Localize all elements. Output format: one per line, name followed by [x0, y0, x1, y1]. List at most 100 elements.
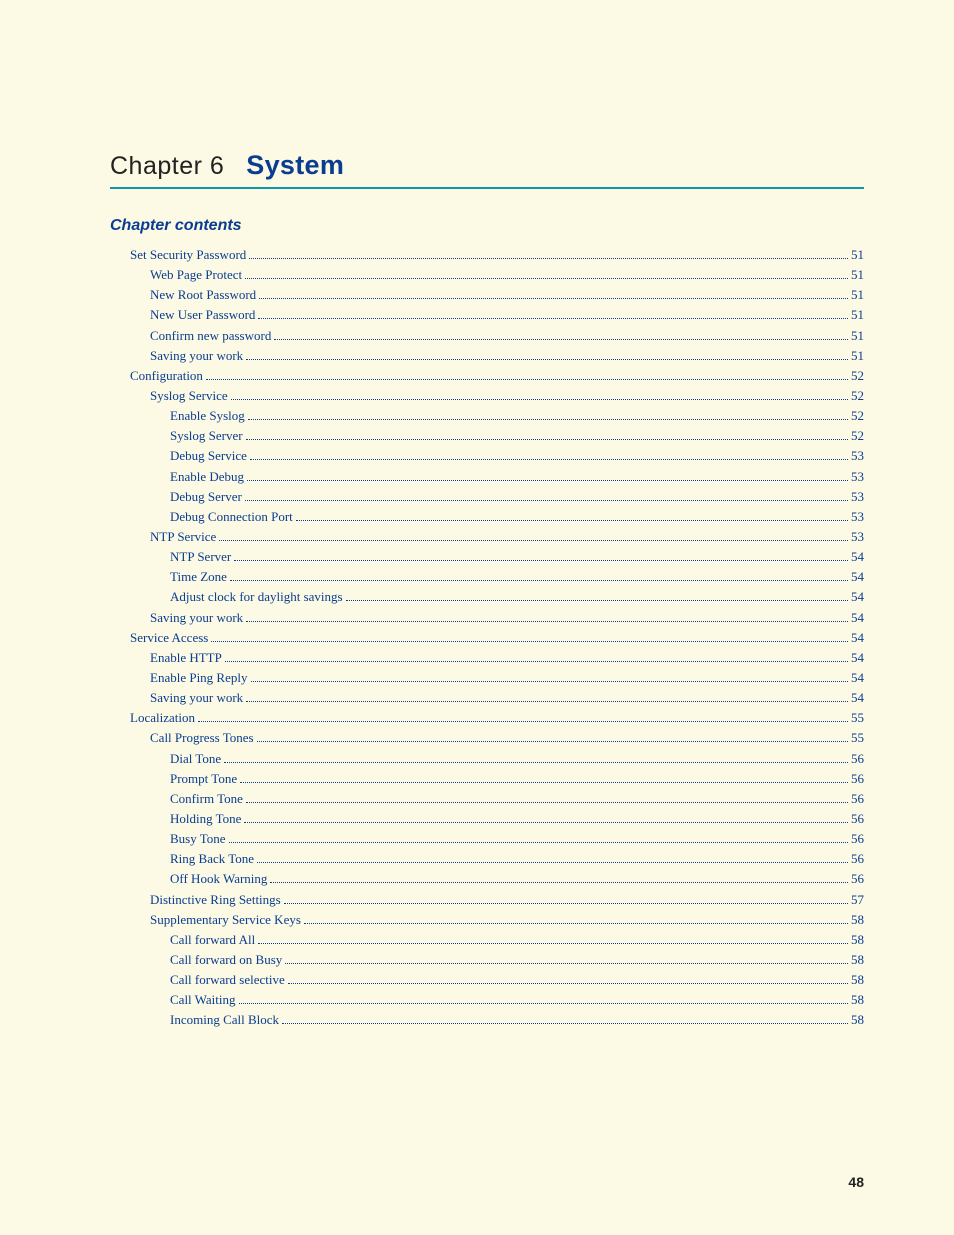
- toc-entry-page: 58: [851, 930, 864, 950]
- toc-leader-dots: [258, 308, 848, 320]
- toc-entry[interactable]: Saving your work 51: [110, 346, 864, 366]
- toc-entry[interactable]: Enable Ping Reply 54: [110, 668, 864, 688]
- toc-entry-label: Enable Syslog: [170, 406, 245, 426]
- toc-entry-label: NTP Server: [170, 547, 231, 567]
- toc-leader-dots: [282, 1013, 848, 1025]
- toc-entry[interactable]: Enable Debug 53: [110, 467, 864, 487]
- toc-entry-label: Enable Ping Reply: [150, 668, 248, 688]
- toc-entry[interactable]: Service Access 54: [110, 628, 864, 648]
- toc-entry-label: Supplementary Service Keys: [150, 910, 301, 930]
- toc-leader-dots: [245, 489, 848, 501]
- toc-entry-page: 54: [851, 688, 864, 708]
- toc-leader-dots: [224, 751, 848, 763]
- toc-entry[interactable]: Incoming Call Block 58: [110, 1010, 864, 1030]
- toc-leader-dots: [258, 932, 848, 944]
- toc-entry[interactable]: Confirm new password 51: [110, 326, 864, 346]
- toc-entry-page: 52: [851, 386, 864, 406]
- toc-leader-dots: [246, 429, 848, 441]
- toc-entry[interactable]: Web Page Protect 51: [110, 265, 864, 285]
- toc-entry-label: Confirm Tone: [170, 789, 243, 809]
- toc-leader-dots: [284, 892, 848, 904]
- toc-entry-label: Web Page Protect: [150, 265, 242, 285]
- toc-entry[interactable]: Call forward All 58: [110, 930, 864, 950]
- toc-entry-label: Prompt Tone: [170, 769, 237, 789]
- toc-entry-label: Time Zone: [170, 567, 227, 587]
- toc-entry-page: 57: [851, 890, 864, 910]
- toc-entry-label: Debug Service: [170, 446, 247, 466]
- toc-leader-dots: [225, 650, 848, 662]
- toc-leader-dots: [206, 368, 848, 380]
- toc-entry[interactable]: Syslog Service 52: [110, 386, 864, 406]
- toc-leader-dots: [219, 529, 848, 541]
- toc-entry-label: Dial Tone: [170, 749, 221, 769]
- toc-entry-label: Off Hook Warning: [170, 869, 267, 889]
- toc-entry-label: Distinctive Ring Settings: [150, 890, 281, 910]
- toc-entry[interactable]: Call Waiting 58: [110, 990, 864, 1010]
- toc-leader-dots: [257, 852, 848, 864]
- toc-entry[interactable]: Saving your work 54: [110, 608, 864, 628]
- toc-entry[interactable]: Configuration 52: [110, 366, 864, 386]
- toc-entry[interactable]: NTP Server 54: [110, 547, 864, 567]
- toc-entry-page: 54: [851, 608, 864, 628]
- toc-entry-page: 53: [851, 507, 864, 527]
- toc-leader-dots: [296, 509, 848, 521]
- toc-entry[interactable]: Prompt Tone 56: [110, 769, 864, 789]
- toc-leader-dots: [250, 449, 848, 461]
- toc-entry-page: 54: [851, 547, 864, 567]
- toc-entry[interactable]: Time Zone 54: [110, 567, 864, 587]
- toc-entry[interactable]: New Root Password 51: [110, 285, 864, 305]
- toc-leader-dots: [259, 288, 848, 300]
- toc-entry[interactable]: NTP Service 53: [110, 527, 864, 547]
- toc-entry[interactable]: Call forward selective 58: [110, 970, 864, 990]
- toc-entry-label: Debug Connection Port: [170, 507, 293, 527]
- toc-entry[interactable]: Call forward on Busy 58: [110, 950, 864, 970]
- toc-entry-label: Localization: [130, 708, 195, 728]
- toc-leader-dots: [246, 791, 848, 803]
- toc-entry-page: 58: [851, 990, 864, 1010]
- toc-entry[interactable]: Debug Service 53: [110, 446, 864, 466]
- toc-entry[interactable]: Confirm Tone 56: [110, 789, 864, 809]
- toc-entry-page: 54: [851, 628, 864, 648]
- toc-entry[interactable]: Distinctive Ring Settings 57: [110, 890, 864, 910]
- toc-entry[interactable]: Enable Syslog 52: [110, 406, 864, 426]
- toc-entry-label: Saving your work: [150, 346, 243, 366]
- toc-leader-dots: [251, 670, 849, 682]
- toc-leader-dots: [246, 690, 848, 702]
- toc-leader-dots: [234, 549, 848, 561]
- toc-entry[interactable]: Ring Back Tone 56: [110, 849, 864, 869]
- toc-entry-page: 53: [851, 487, 864, 507]
- toc-entry-page: 53: [851, 467, 864, 487]
- toc-entry[interactable]: Dial Tone 56: [110, 749, 864, 769]
- toc-entry-page: 51: [851, 265, 864, 285]
- toc-entry[interactable]: Enable HTTP 54: [110, 648, 864, 668]
- toc-entry[interactable]: Localization 55: [110, 708, 864, 728]
- toc-entry-page: 54: [851, 587, 864, 607]
- toc-entry[interactable]: Set Security Password 51: [110, 245, 864, 265]
- toc-entry[interactable]: Adjust clock for daylight savings 54: [110, 587, 864, 607]
- toc-entry-page: 56: [851, 749, 864, 769]
- toc-entry-page: 51: [851, 245, 864, 265]
- toc-leader-dots: [245, 267, 848, 279]
- table-of-contents: Set Security Password 51Web Page Protect…: [110, 245, 864, 1030]
- toc-entry-page: 56: [851, 789, 864, 809]
- toc-leader-dots: [249, 247, 848, 259]
- chapter-title: System: [246, 150, 344, 180]
- toc-entry[interactable]: Saving your work 54: [110, 688, 864, 708]
- toc-entry-page: 56: [851, 769, 864, 789]
- toc-entry-label: Call forward selective: [170, 970, 285, 990]
- toc-entry[interactable]: Call Progress Tones 55: [110, 728, 864, 748]
- toc-entry-page: 58: [851, 950, 864, 970]
- toc-entry-page: 56: [851, 809, 864, 829]
- toc-entry-page: 53: [851, 446, 864, 466]
- toc-entry[interactable]: Busy Tone 56: [110, 829, 864, 849]
- toc-entry[interactable]: Syslog Server 52: [110, 426, 864, 446]
- toc-entry-page: 58: [851, 970, 864, 990]
- toc-entry[interactable]: Debug Server 53: [110, 487, 864, 507]
- toc-entry-label: Call forward on Busy: [170, 950, 282, 970]
- toc-entry[interactable]: Off Hook Warning 56: [110, 869, 864, 889]
- toc-entry[interactable]: Holding Tone 56: [110, 809, 864, 829]
- toc-entry[interactable]: Debug Connection Port 53: [110, 507, 864, 527]
- toc-entry-page: 54: [851, 648, 864, 668]
- toc-entry[interactable]: Supplementary Service Keys 58: [110, 910, 864, 930]
- toc-entry[interactable]: New User Password 51: [110, 305, 864, 325]
